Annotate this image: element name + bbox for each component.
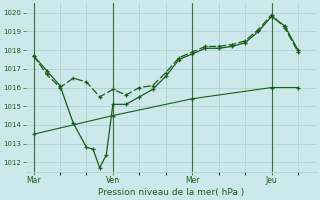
X-axis label: Pression niveau de la mer( hPa ): Pression niveau de la mer( hPa ) — [98, 188, 244, 197]
